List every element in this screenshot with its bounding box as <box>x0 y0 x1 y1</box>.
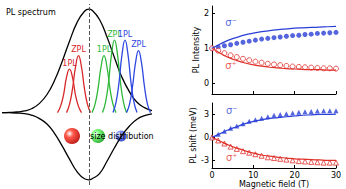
svg-text:σ⁺: σ⁺ <box>226 152 238 163</box>
svg-text:σ⁻: σ⁻ <box>226 105 238 116</box>
svg-text:10: 10 <box>248 171 258 180</box>
svg-text:ZPL: ZPL <box>71 45 86 54</box>
svg-text:1PL: 1PL <box>118 30 133 39</box>
svg-text:1PL: 1PL <box>97 45 112 54</box>
svg-text:30: 30 <box>331 171 341 180</box>
svg-text:PL Intensity: PL Intensity <box>192 26 201 73</box>
svg-text:2: 2 <box>204 9 209 18</box>
svg-text:3: 3 <box>204 110 209 119</box>
svg-text:PL shift (meV): PL shift (meV) <box>189 107 198 163</box>
svg-text:size distribution: size distribution <box>90 132 154 141</box>
svg-text:-3: -3 <box>201 156 209 165</box>
svg-text:1PL: 1PL <box>62 59 77 68</box>
svg-text:ZPL: ZPL <box>131 40 146 49</box>
svg-text:σ⁺: σ⁺ <box>225 60 237 71</box>
svg-text:0: 0 <box>204 133 209 142</box>
svg-text:Magnetic field (T): Magnetic field (T) <box>239 180 309 189</box>
svg-text:20: 20 <box>290 171 300 180</box>
svg-text:ZPL: ZPL <box>107 29 122 39</box>
svg-text:σ⁻: σ⁻ <box>225 17 237 28</box>
svg-text:1: 1 <box>204 44 209 53</box>
svg-text:0: 0 <box>209 171 214 180</box>
svg-text:PL spectrum: PL spectrum <box>6 8 56 17</box>
svg-text:0: 0 <box>204 79 209 88</box>
